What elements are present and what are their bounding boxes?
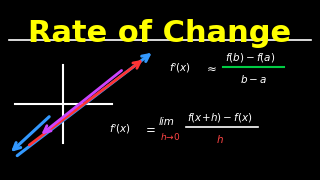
Text: $f(b)-f(a)$: $f(b)-f(a)$ (225, 51, 275, 64)
Text: $f'(x)$: $f'(x)$ (169, 62, 191, 75)
Text: $f(x\!+\!h)-f(x)$: $f(x\!+\!h)-f(x)$ (187, 111, 253, 124)
Text: Rate of Change: Rate of Change (28, 19, 292, 48)
Text: $\approx$: $\approx$ (204, 62, 217, 75)
Text: $b-a$: $b-a$ (240, 73, 267, 85)
Text: $=$: $=$ (143, 122, 156, 136)
Text: $h\!\to\!0$: $h\!\to\!0$ (160, 131, 181, 142)
Text: $f'(x)$: $f'(x)$ (109, 122, 131, 136)
Text: lim: lim (158, 117, 174, 127)
Text: $h$: $h$ (216, 133, 224, 145)
